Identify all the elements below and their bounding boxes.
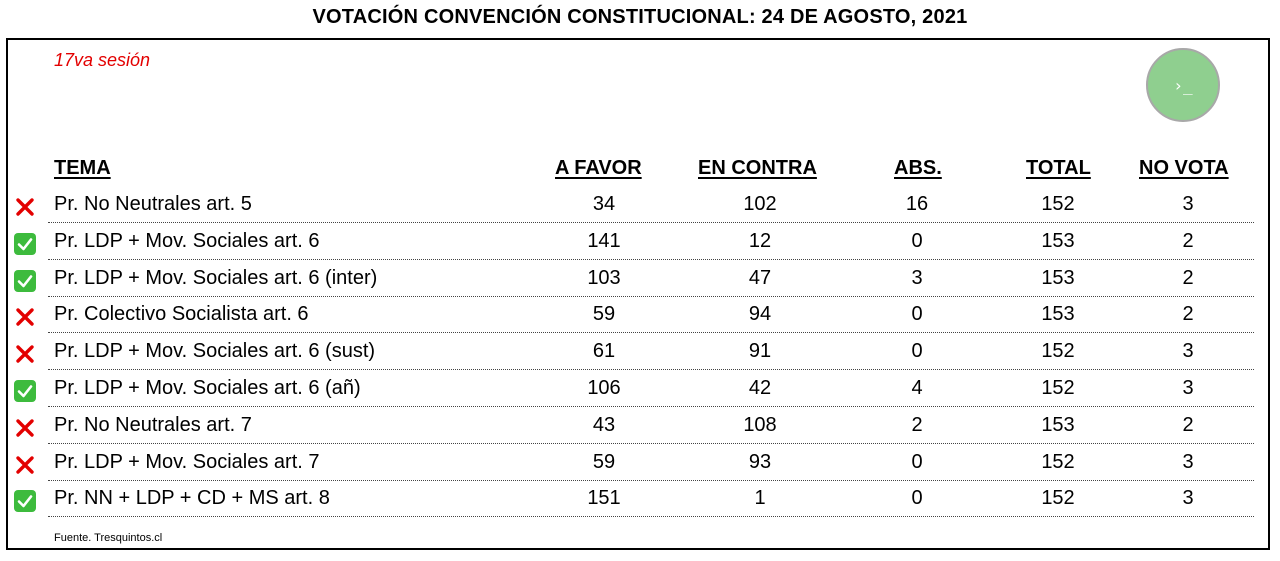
table-row: Pr. LDP + Mov. Sociales art. 6 (inter) 10… xyxy=(0,262,1280,299)
row-total: 153 xyxy=(1041,413,1075,436)
row-divider xyxy=(48,479,1254,481)
row-tema: Pr. No Neutrales art. 7 xyxy=(54,413,252,436)
row-a-favor: 59 xyxy=(592,303,616,326)
row-a-favor: 43 xyxy=(592,413,616,436)
table-row: Pr. No Neutrales art. 5 34 102 16 152 3 xyxy=(0,188,1280,225)
row-tema: Pr. Colectivo Socialista art. 6 xyxy=(54,303,309,326)
row-abs: 0 xyxy=(911,340,923,363)
row-tema: Pr. LDP + Mov. Sociales art. 6 (sust) xyxy=(54,340,376,363)
table-row: Pr. No Neutrales art. 7 43 108 2 153 2 xyxy=(0,409,1280,446)
row-tema: Pr. No Neutrales art. 5 xyxy=(54,193,252,215)
row-no-vota: 2 xyxy=(1182,229,1194,252)
check-icon xyxy=(14,490,36,513)
page-title: VOTACIÓN CONVENCIÓN CONSTITUCIONAL: 24 D… xyxy=(312,6,968,28)
row-divider xyxy=(48,406,1254,407)
header-abs: ABS. xyxy=(894,157,942,179)
row-no-vota: 2 xyxy=(1182,413,1194,436)
row-abs: 0 xyxy=(911,487,923,510)
row-en-contra: 102 xyxy=(743,193,777,215)
row-divider xyxy=(48,369,1254,371)
row-divider xyxy=(48,332,1254,334)
row-no-vota: 3 xyxy=(1182,450,1194,473)
row-a-favor: 103 xyxy=(587,266,621,289)
row-abs: 0 xyxy=(911,229,923,252)
check-icon xyxy=(14,232,36,255)
row-no-vota: 3 xyxy=(1182,193,1194,215)
row-total: 152 xyxy=(1041,377,1075,399)
row-en-contra: 91 xyxy=(748,340,772,363)
row-no-vota: 3 xyxy=(1182,487,1194,510)
session-label: 17va sesión xyxy=(54,50,151,70)
row-a-favor: 61 xyxy=(592,340,616,363)
table-row: Pr. NN + LDP + CD + MS art. 8 151 1 0 152 3 xyxy=(0,482,1280,519)
row-a-favor: 34 xyxy=(592,193,616,215)
row-a-favor: 106 xyxy=(587,377,621,399)
row-en-contra: 47 xyxy=(748,266,772,289)
table-row: Pr. LDP + Mov. Sociales art. 6 141 12 0 153 2 xyxy=(0,225,1280,262)
row-no-vota: 2 xyxy=(1182,303,1194,326)
source-note: Fuente. Tresquintos.cl xyxy=(54,532,163,544)
row-en-contra: 42 xyxy=(748,377,772,399)
table-row: Pr. Colectivo Socialista art. 6 59 94 0 153 2 xyxy=(0,298,1280,335)
table-row: Pr. LDP + Mov. Sociales art. 6 (añ) 106 42… xyxy=(0,372,1280,409)
row-abs: 4 xyxy=(911,377,923,399)
header-en-contra: EN CONTRA xyxy=(698,157,817,179)
row-abs: 16 xyxy=(905,193,929,215)
row-divider xyxy=(48,258,1254,260)
row-no-vota: 3 xyxy=(1182,340,1194,363)
check-icon xyxy=(14,380,36,402)
row-tema: Pr. NN + LDP + CD + MS art. 8 xyxy=(54,487,330,510)
row-total: 153 xyxy=(1041,229,1075,252)
row-no-vota: 3 xyxy=(1182,377,1194,399)
table-row: Pr. LDP + Mov. Sociales art. 6 (sust) 61 9… xyxy=(0,335,1280,372)
cross-icon xyxy=(14,417,36,439)
row-en-contra: 93 xyxy=(748,450,772,473)
table-row: Pr. LDP + Mov. Sociales art. 7 59 93 0 152 3 xyxy=(0,446,1280,483)
cross-icon xyxy=(14,306,36,328)
row-tema: Pr. LDP + Mov. Sociales art. 6 xyxy=(54,229,320,252)
row-divider xyxy=(48,442,1254,444)
cross-icon xyxy=(14,196,36,218)
row-en-contra: 94 xyxy=(748,303,772,326)
row-divider xyxy=(48,295,1254,297)
row-abs: 0 xyxy=(911,450,923,473)
row-divider xyxy=(48,222,1254,223)
header-total: TOTAL xyxy=(1026,157,1091,179)
cross-icon xyxy=(14,343,36,365)
row-a-favor: 59 xyxy=(592,450,616,473)
row-total: 153 xyxy=(1041,303,1075,326)
check-icon xyxy=(14,269,36,292)
row-total: 152 xyxy=(1041,340,1075,363)
terminal-button[interactable]: ›_ xyxy=(1146,48,1220,122)
header-a-favor: A FAVOR xyxy=(555,157,642,179)
terminal-icon: ›_ xyxy=(1173,75,1193,95)
row-a-favor: 151 xyxy=(587,487,621,510)
header-tema: TEMA xyxy=(54,157,111,179)
row-abs: 3 xyxy=(911,266,923,289)
row-en-contra: 108 xyxy=(743,413,777,436)
row-en-contra: 12 xyxy=(748,229,772,252)
row-total: 152 xyxy=(1041,487,1075,510)
table-frame xyxy=(6,38,1270,550)
row-no-vota: 2 xyxy=(1182,266,1194,289)
row-tema: Pr. LDP + Mov. Sociales art. 6 (añ) xyxy=(54,377,361,399)
row-total: 153 xyxy=(1041,266,1075,289)
row-abs: 2 xyxy=(911,413,923,436)
header-no-vota: NO VOTA xyxy=(1139,157,1229,179)
cross-icon xyxy=(14,454,36,476)
row-divider xyxy=(48,516,1254,518)
row-total: 152 xyxy=(1041,450,1075,473)
row-total: 152 xyxy=(1041,193,1075,215)
row-a-favor: 141 xyxy=(587,229,621,252)
row-en-contra: 1 xyxy=(754,487,766,510)
row-tema: Pr. LDP + Mov. Sociales art. 7 xyxy=(54,450,320,473)
row-tema: Pr. LDP + Mov. Sociales art. 6 (inter) xyxy=(54,266,378,289)
row-abs: 0 xyxy=(911,303,923,326)
